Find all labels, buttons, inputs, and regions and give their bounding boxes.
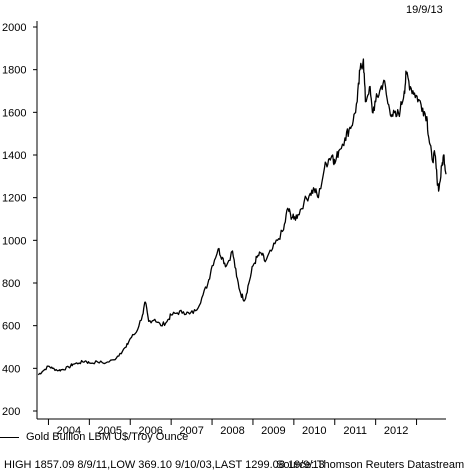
x-tick-label: 2005: [98, 425, 122, 437]
x-tick-label: 2008: [220, 425, 244, 437]
y-tick-label: 1200: [2, 193, 26, 205]
x-tick-label: 2010: [302, 425, 326, 437]
series-line-gold: [37, 58, 447, 376]
x-tick-label: 2007: [179, 425, 203, 437]
y-tick-label: 2000: [2, 22, 26, 34]
x-tick-label: 2009: [261, 425, 285, 437]
y-tick-label: 1600: [2, 107, 26, 119]
legend-label: Gold Bullion LBM U$/Troy Ounce: [26, 431, 189, 443]
chart-date: 19/9/13: [406, 4, 443, 16]
x-tick-label: 2004: [57, 425, 81, 437]
series-layer: [37, 58, 447, 376]
y-tick-label: 200: [2, 406, 20, 418]
y-tick-label: 600: [2, 321, 20, 333]
y-tick-label: 800: [2, 278, 20, 290]
y-tick-label: 1800: [2, 65, 26, 77]
y-tick-label: 1000: [2, 235, 26, 247]
x-tick-label: 2012: [384, 425, 408, 437]
x-axis: 2004 2005 2006 2007 2008 2009 2010 2011 2012: [37, 418, 446, 437]
footer-source: Source: Thomson Reuters Datastream: [276, 459, 465, 471]
legend-swatch: [0, 437, 19, 438]
x-tick-label: 2011: [343, 425, 367, 437]
y-axis: 200 400 600 800 1000 1200 1400 1600 1800 2000: [2, 21, 38, 419]
x-tick-label: 2006: [138, 425, 162, 437]
y-tick-label: 400: [2, 363, 20, 375]
footer-stats: HIGH 1857.09 8/9/11,LOW 369.10 9/10/03,L…: [4, 459, 325, 471]
y-tick-label: 1400: [2, 150, 26, 162]
